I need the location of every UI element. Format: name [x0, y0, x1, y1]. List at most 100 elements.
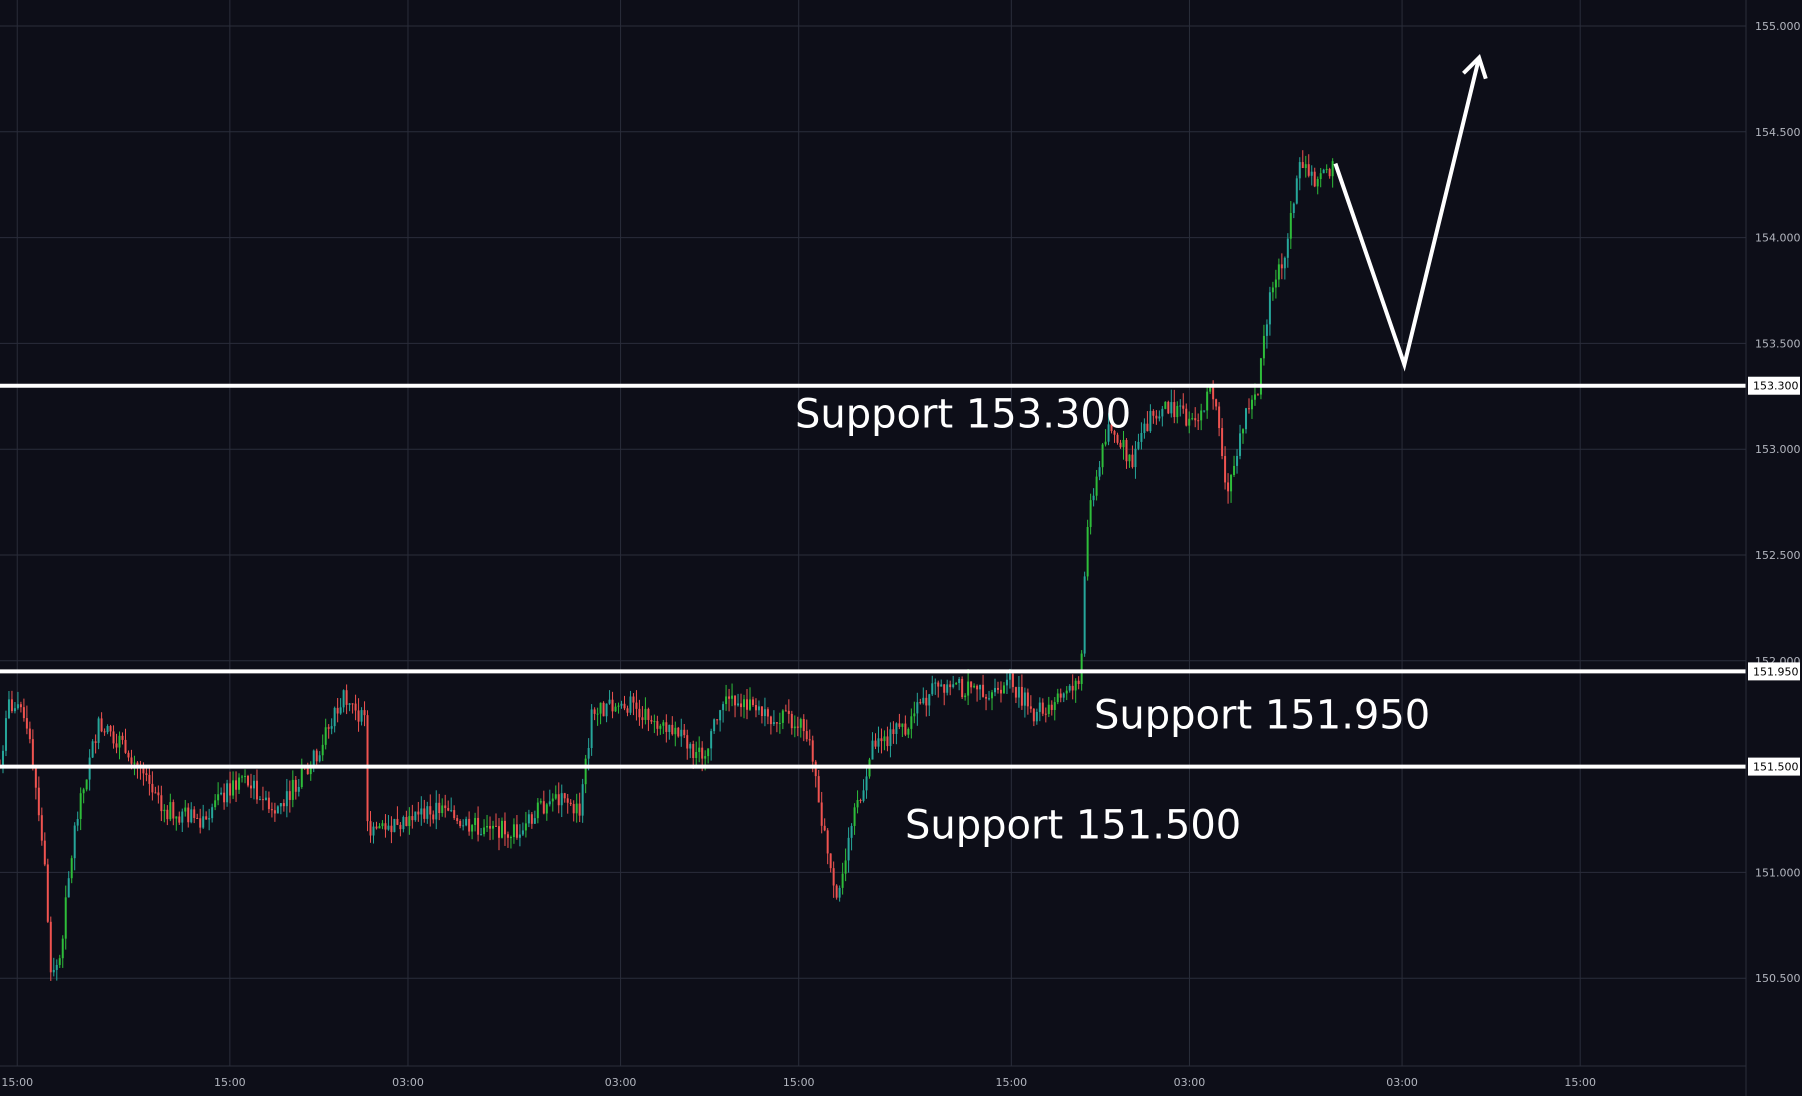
- candle-body: [160, 795, 163, 812]
- candle-body: [1173, 402, 1176, 418]
- candle-body: [883, 736, 886, 742]
- candle-body: [396, 818, 399, 825]
- time-tick-label: 03:00: [1386, 1076, 1418, 1089]
- candle-body: [656, 721, 659, 729]
- candle-body: [844, 860, 847, 874]
- candle-body: [157, 792, 160, 796]
- candle-body: [1161, 408, 1164, 417]
- candle-body: [480, 834, 483, 836]
- candle-body: [593, 709, 596, 714]
- candle-body: [973, 685, 976, 688]
- candle-body: [1271, 287, 1274, 293]
- candle-body: [698, 747, 701, 752]
- candle-body: [399, 824, 402, 830]
- candle-body: [1295, 178, 1298, 204]
- candle-body: [913, 713, 916, 717]
- candle-body: [626, 708, 629, 713]
- candle-body: [946, 684, 949, 693]
- candle-body: [1319, 173, 1322, 180]
- candle-body: [925, 697, 928, 706]
- candle-body: [142, 768, 145, 774]
- candle-body: [545, 804, 548, 814]
- candle-body: [7, 699, 10, 719]
- candle-body: [955, 682, 958, 685]
- candle-body: [1113, 430, 1116, 435]
- candle-body: [1227, 482, 1230, 492]
- candle-body: [503, 820, 506, 835]
- time-tick-label: 03:00: [1174, 1076, 1206, 1089]
- candle-body: [22, 707, 25, 719]
- candle-body: [862, 790, 865, 801]
- candle-body: [85, 779, 88, 790]
- time-axis[interactable]: 15:00 15:00 03:00 03:00 15:00 15:00 03:00 03:00…: [0, 1065, 1746, 1089]
- candle-body: [674, 727, 677, 735]
- candle-body: [1313, 171, 1316, 187]
- candle-body: [190, 809, 193, 823]
- candle-body: [871, 740, 874, 760]
- candle-body: [130, 757, 133, 764]
- candle-body: [1286, 238, 1289, 258]
- candle-body: [1044, 713, 1047, 715]
- candle-body: [300, 766, 303, 788]
- candle-body: [1053, 702, 1056, 710]
- candle-body: [671, 724, 674, 735]
- candle-body: [315, 750, 318, 762]
- candle-body: [252, 780, 255, 789]
- candle-body: [348, 703, 351, 705]
- candle-body: [37, 787, 40, 816]
- candle-body: [357, 710, 360, 722]
- candle-body: [1242, 429, 1245, 434]
- candle-body: [1209, 386, 1212, 392]
- candle-body: [647, 708, 650, 720]
- candle-body: [1020, 686, 1023, 706]
- candle-body: [474, 817, 477, 826]
- candle-body: [1107, 424, 1110, 442]
- candle-body: [746, 699, 749, 710]
- price-axis[interactable]: 155.000 154.500 154.000 153.500 153.000 152.5…: [1745, 0, 1802, 1096]
- candle-body: [611, 699, 614, 712]
- candle-body: [584, 758, 587, 785]
- candle-body: [1041, 702, 1044, 714]
- candle-body: [450, 810, 453, 812]
- candle-body: [28, 728, 31, 740]
- candle-body: [321, 744, 324, 756]
- candle-body: [1289, 212, 1292, 239]
- candle-body: [208, 818, 211, 820]
- candle-body: [151, 783, 154, 793]
- candle-body: [1307, 164, 1310, 176]
- candle-body: [471, 825, 474, 832]
- candle-body: [1265, 324, 1268, 336]
- candle-body: [91, 741, 94, 758]
- candle-body: [536, 802, 539, 819]
- candle-body: [489, 826, 492, 829]
- price-level-badge: [1748, 757, 1800, 776]
- candle-body: [178, 816, 181, 823]
- candle-body: [1331, 161, 1334, 177]
- candle-body: [154, 792, 157, 794]
- candle-body: [1179, 405, 1182, 407]
- candle-body: [495, 825, 498, 827]
- candle-body: [333, 707, 336, 727]
- candle-body: [740, 703, 743, 708]
- candle-body: [554, 794, 557, 799]
- candle-body: [1245, 408, 1248, 430]
- time-tick-label: 15:00: [1, 1076, 33, 1089]
- candle-body: [1283, 257, 1286, 269]
- candle-body: [596, 713, 599, 715]
- candle-body: [67, 878, 70, 898]
- candle-body: [865, 776, 868, 791]
- candle-body: [52, 969, 55, 973]
- candle-body: [1005, 679, 1008, 686]
- price-level-badge: [1748, 662, 1800, 681]
- candle-body: [910, 716, 913, 729]
- candle-body: [1071, 685, 1074, 691]
- candle-body: [1032, 708, 1035, 722]
- candle-body: [390, 825, 393, 833]
- candle-body: [659, 725, 662, 729]
- candle-body: [402, 817, 405, 830]
- candle-body: [608, 699, 611, 704]
- candle-body: [124, 739, 127, 753]
- candle-body: [877, 738, 880, 747]
